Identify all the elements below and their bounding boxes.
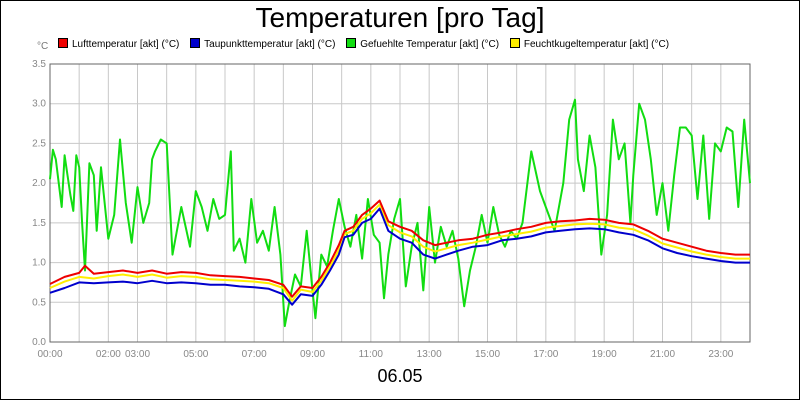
y-tick-label: 0.0 [32, 337, 46, 348]
y-tick-label: 3.0 [32, 99, 46, 110]
lufttemperatur-line [49, 199, 750, 298]
x-tick-label: 19:00 [592, 349, 617, 360]
date-label: 06.05 [377, 366, 423, 386]
legend-label-lufttemperatur: Lufttemperatur [akt] (°C) [72, 39, 180, 50]
y-tick-label: 2.0 [32, 178, 46, 189]
legend-label-taupunkttemperatur: Taupunkttemperatur [akt] (°C) [204, 39, 336, 50]
legend-item-lufttemperatur: Lufttemperatur [akt] (°C) [58, 38, 179, 50]
x-tick-label: 07:00 [242, 349, 267, 360]
x-tick-label: 03:00 [125, 349, 150, 360]
x-tick-label: 05:00 [183, 349, 208, 360]
x-tick-label: 11:00 [359, 349, 384, 360]
legend-swatch-lufttemperatur [58, 38, 68, 48]
y-unit-label: °C [37, 41, 49, 52]
x-tick-label: 21:00 [650, 349, 675, 360]
legend-item-gefuehlte-temperatur: Gefuehlte Temperatur [akt] (°C) [346, 38, 499, 50]
legend-label-feuchtkugeltemperatur: Feuchtkugeltemperatur [akt] (°C) [523, 39, 670, 50]
legend-swatch-taupunkttemperatur [190, 38, 201, 48]
x-tick-label: 02:00 [96, 349, 121, 360]
plot-border [49, 63, 751, 343]
feuchtkugeltemperatur-line [49, 203, 750, 302]
x-tick-label: 00:00 [37, 349, 62, 360]
x-tick-label: 15:00 [475, 349, 500, 360]
gefuehlte-temperatur-line [49, 98, 751, 328]
y-tick-label: 1.0 [32, 258, 46, 269]
y-tick-label: 1.5 [32, 218, 46, 229]
y-tick-label: 3.5 [32, 59, 46, 70]
legend: Lufttemperatur [akt] (°C) Taupunkttemper… [58, 38, 677, 50]
x-tick-label: 09:00 [300, 349, 325, 360]
y-tick-label: 2.5 [32, 138, 46, 149]
y-tick-label: 0.5 [32, 297, 46, 308]
legend-swatch-feuchtkugeltemperatur [509, 38, 520, 48]
legend-item-taupunkttemperatur: Taupunkttemperatur [akt] (°C) [190, 38, 335, 50]
legend-label-gefuehlte-temperatur: Gefuehlte Temperatur [akt] (°C) [360, 39, 500, 50]
legend-swatch-gefuehlte-temperatur [346, 38, 357, 48]
x-tick-label: 23:00 [708, 349, 733, 360]
x-tick-label: 13:00 [417, 349, 442, 360]
legend-item-feuchtkugeltemperatur: Feuchtkugeltemperatur [akt] (°C) [509, 38, 670, 50]
x-tick-label: 17:00 [533, 349, 558, 360]
taupunkttemperatur-line [49, 207, 750, 306]
chart-title: Temperaturen [pro Tag] [255, 2, 545, 33]
